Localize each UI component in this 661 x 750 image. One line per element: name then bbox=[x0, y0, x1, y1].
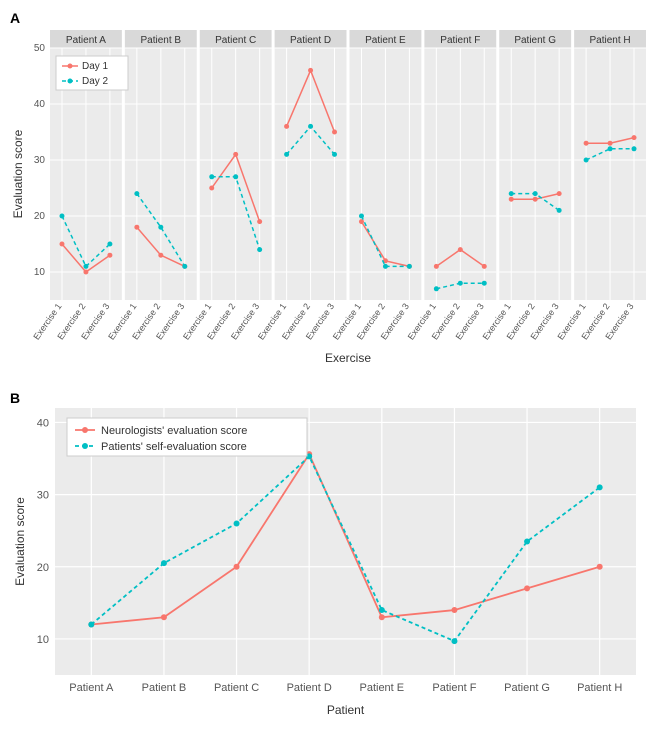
svg-text:Patient H: Patient H bbox=[577, 682, 622, 694]
svg-text:Day 2: Day 2 bbox=[82, 76, 109, 87]
svg-text:Patient E: Patient E bbox=[359, 682, 404, 694]
panel-a-label: A bbox=[10, 10, 20, 26]
svg-text:30: 30 bbox=[37, 490, 49, 502]
svg-text:Patient F: Patient F bbox=[440, 35, 480, 46]
svg-text:Patient B: Patient B bbox=[141, 35, 182, 46]
svg-text:10: 10 bbox=[34, 267, 46, 278]
svg-text:Patient A: Patient A bbox=[69, 682, 114, 694]
svg-text:Patient E: Patient E bbox=[365, 35, 406, 46]
chart-b-container: B 10 20 30 40 Patient A Patient B Patient C Pat… bbox=[10, 390, 661, 720]
svg-text:50: 50 bbox=[34, 43, 46, 54]
svg-text:20: 20 bbox=[37, 562, 49, 574]
chart-a-container: A Evaluation score 10 20 30 40 50 Patient A Exe… bbox=[10, 10, 661, 370]
svg-text:40: 40 bbox=[34, 99, 46, 110]
svg-text:Patient C: Patient C bbox=[214, 682, 259, 694]
chart-b-x-title: Patient bbox=[327, 703, 365, 717]
chart-a-y-title: Evaluation score bbox=[11, 129, 25, 218]
svg-text:Patient A: Patient A bbox=[66, 35, 106, 46]
svg-text:Patient B: Patient B bbox=[142, 682, 187, 694]
svg-text:40: 40 bbox=[37, 417, 49, 429]
panel-b-label: B bbox=[10, 390, 20, 406]
svg-text:Patient G: Patient G bbox=[504, 682, 550, 694]
svg-text:30: 30 bbox=[34, 155, 46, 166]
svg-text:Patient C: Patient C bbox=[215, 35, 256, 46]
chart-a-svg: Evaluation score 10 20 30 40 50 Patient A Exerc… bbox=[10, 10, 651, 370]
svg-text:Patient D: Patient D bbox=[290, 35, 331, 46]
svg-text:Neurologists' evaluation score: Neurologists' evaluation score bbox=[101, 425, 247, 437]
svg-text:10: 10 bbox=[37, 634, 49, 646]
svg-text:Patient F: Patient F bbox=[432, 682, 476, 694]
chart-a-x-title: Exercise bbox=[325, 351, 371, 365]
svg-text:Patient G: Patient G bbox=[514, 35, 556, 46]
chart-b-y-title: Evaluation score bbox=[13, 497, 27, 586]
svg-text:Patient H: Patient H bbox=[589, 35, 630, 46]
svg-text:20: 20 bbox=[34, 211, 46, 222]
svg-text:Patients' self-evaluation scor: Patients' self-evaluation score bbox=[101, 441, 247, 453]
svg-text:Patient D: Patient D bbox=[287, 682, 332, 694]
chart-b-svg: 10 20 30 40 Patient A Patient B Patient C Patie… bbox=[10, 390, 651, 720]
svg-text:Day 1: Day 1 bbox=[82, 61, 109, 72]
